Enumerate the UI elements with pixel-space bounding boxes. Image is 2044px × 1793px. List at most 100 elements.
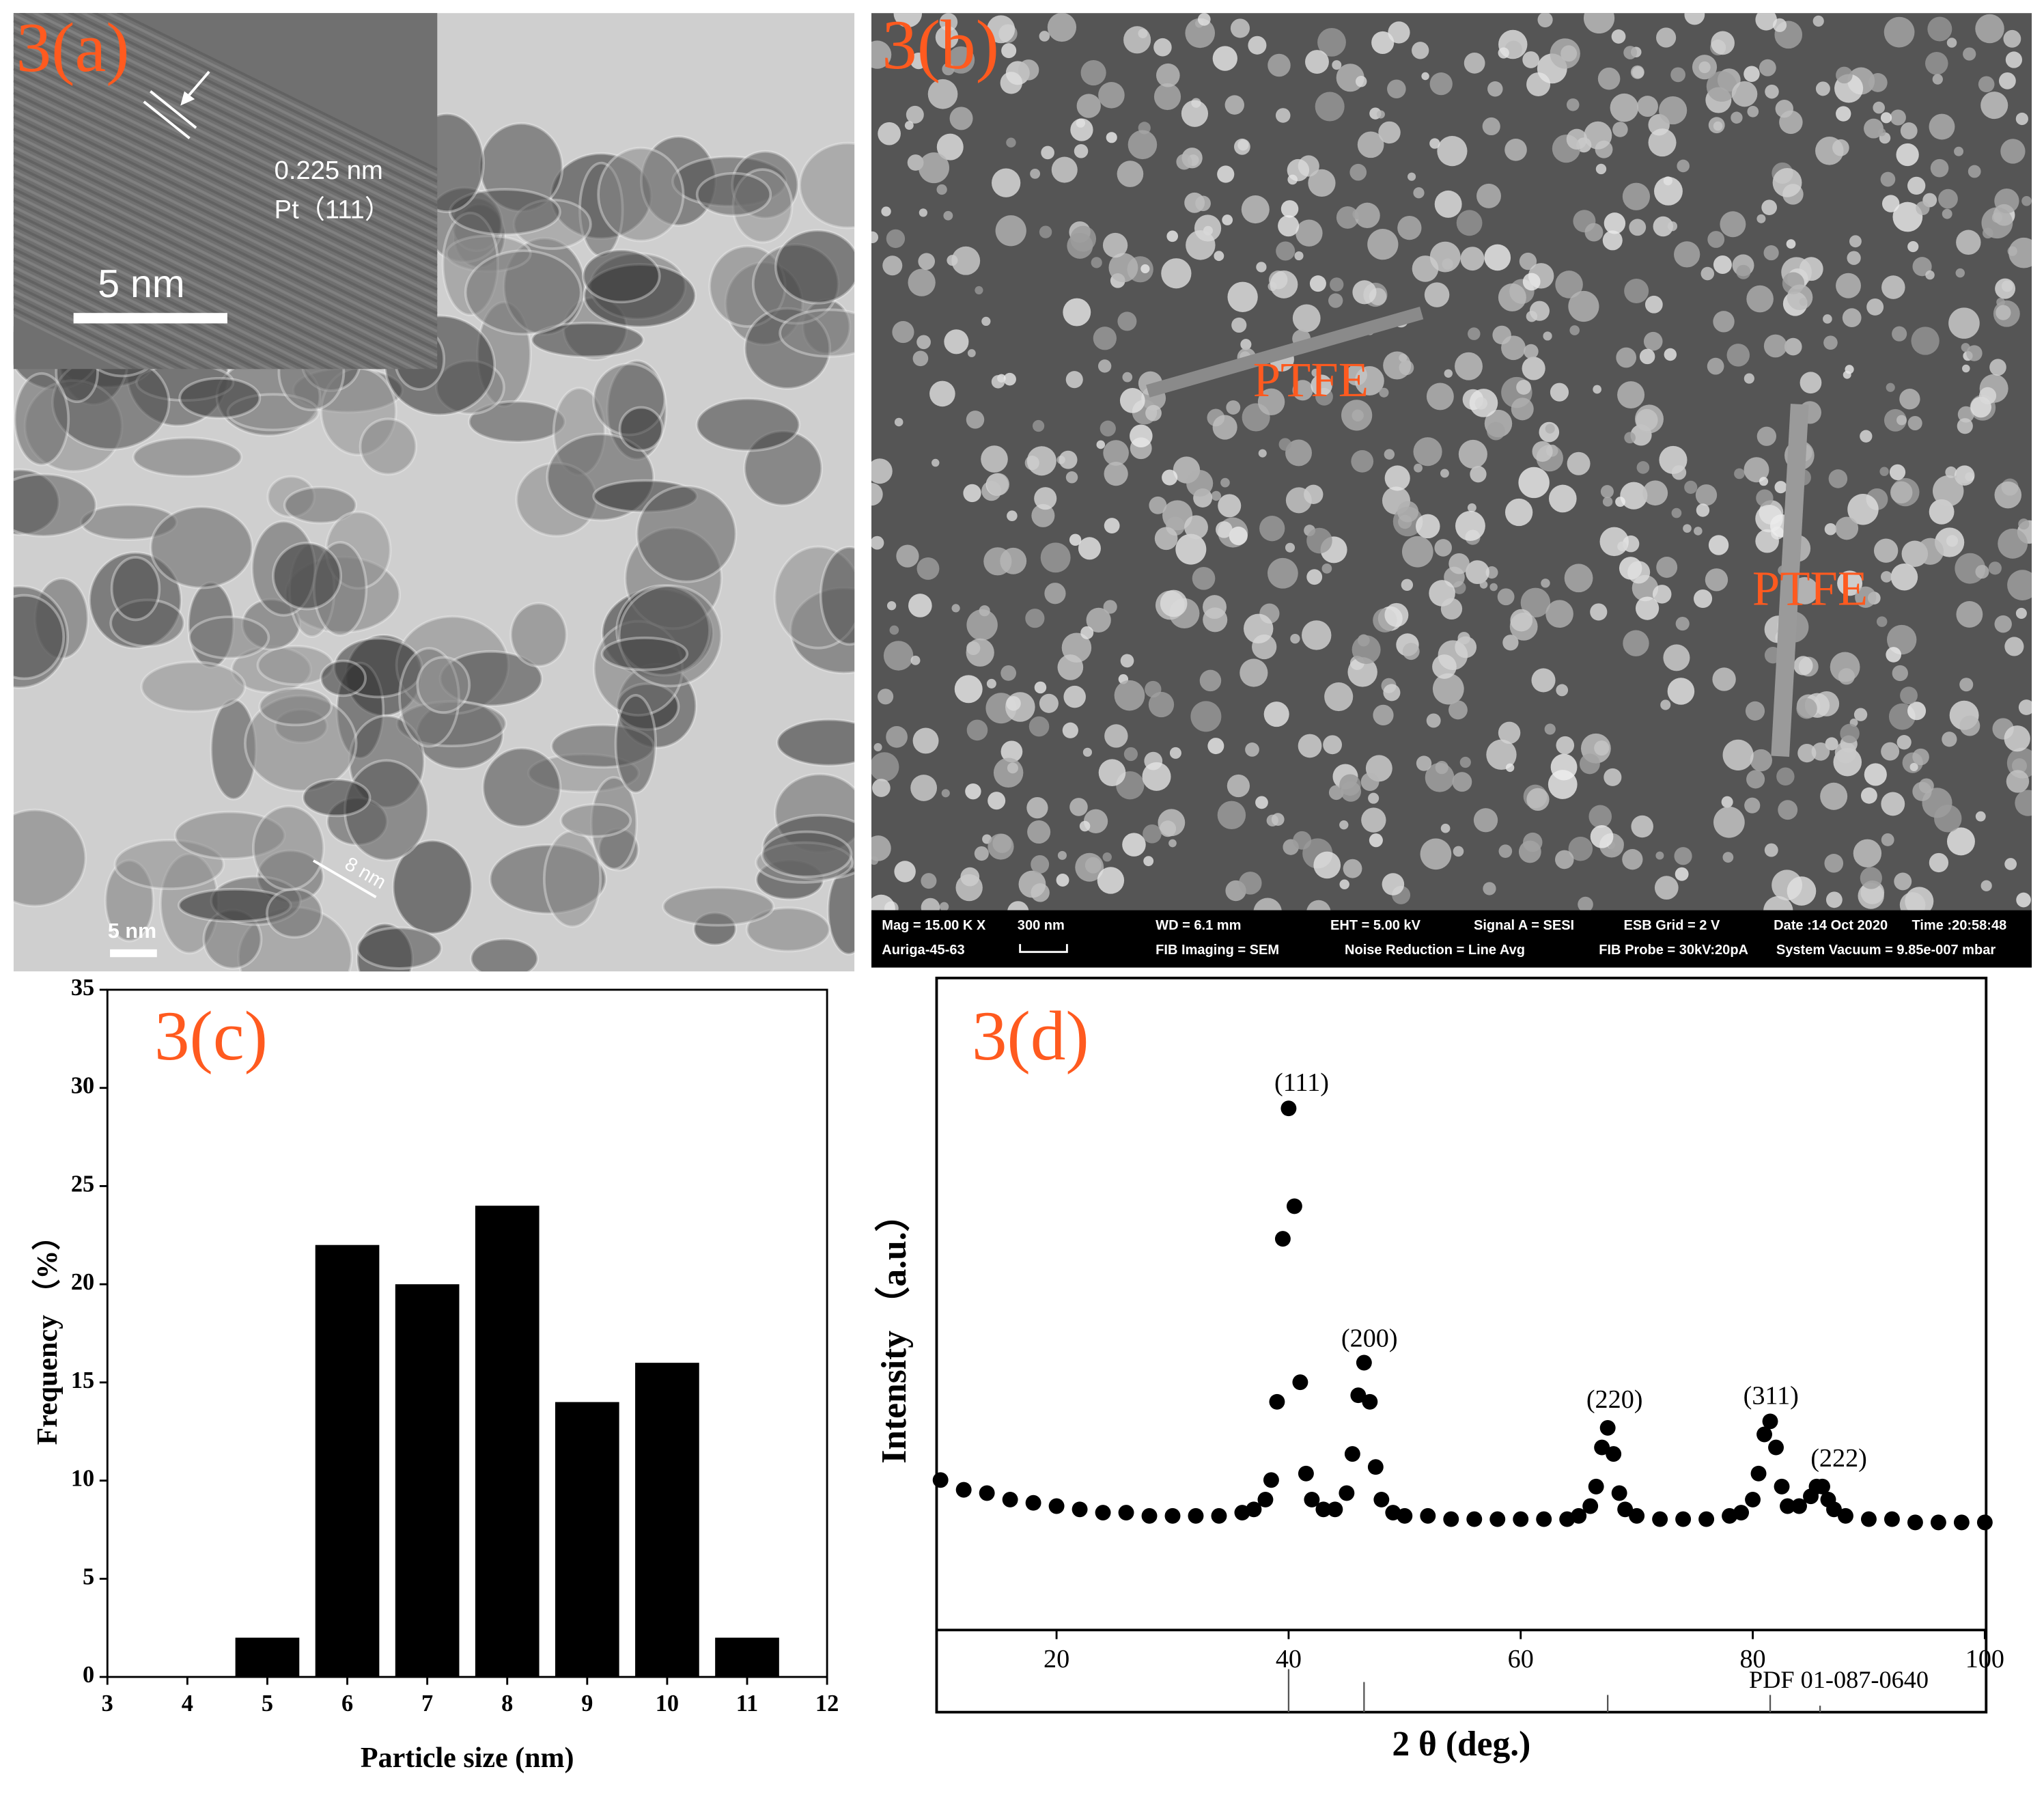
aggregate <box>1175 533 1207 565</box>
aggregate <box>1620 482 1648 510</box>
aggregate <box>1230 18 1250 38</box>
lattice-fringe <box>13 187 383 370</box>
lattice-fringe <box>13 301 152 370</box>
lattice-fringe <box>13 223 310 370</box>
aggregate <box>988 792 1006 810</box>
data-point <box>1188 1507 1204 1524</box>
aggregate <box>1858 882 1884 909</box>
aggregate <box>1357 131 1384 158</box>
aggregate <box>1298 734 1322 758</box>
aggregate <box>1667 221 1678 232</box>
lattice-fringe <box>13 43 438 255</box>
aggregate <box>966 638 994 667</box>
aggregate <box>1027 820 1051 844</box>
aggregate <box>944 329 969 355</box>
x-tick-label: 100 <box>1965 1645 2004 1673</box>
aggregate <box>1464 52 1485 74</box>
lattice-fringe <box>104 13 438 177</box>
aggregate <box>908 594 932 617</box>
aggregate <box>1522 357 1545 380</box>
aggregate <box>1030 168 1041 179</box>
y-tick-label: 10 <box>71 1466 94 1492</box>
lattice-fringe <box>13 157 438 369</box>
lattice-fringe <box>13 55 438 267</box>
aggregate <box>1982 227 1993 239</box>
aggregate <box>979 605 990 617</box>
data-point <box>1466 1511 1483 1527</box>
aggregate <box>1756 489 1774 507</box>
aggregate <box>1192 566 1216 590</box>
aggregate <box>1675 616 1690 631</box>
data-point <box>1582 1498 1599 1514</box>
aggregate <box>906 105 924 124</box>
aggregate <box>2000 139 2026 164</box>
aggregate <box>1675 867 1689 881</box>
aggregate <box>1504 139 1527 161</box>
aggregate <box>1169 747 1181 759</box>
aggregate <box>1880 112 1892 124</box>
particle <box>283 486 358 525</box>
data-point <box>1884 1511 1900 1527</box>
aggregate <box>1031 854 1050 874</box>
aggregate <box>1670 67 1685 83</box>
aggregate <box>1631 815 1653 838</box>
aggregate <box>1786 239 1796 249</box>
aggregate <box>1063 685 1086 708</box>
aggregate <box>912 350 929 367</box>
aggregate <box>1736 264 1751 279</box>
aggregate <box>1629 219 1647 236</box>
data-point <box>979 1485 995 1501</box>
data-point <box>1298 1465 1314 1482</box>
aggregate <box>1567 451 1591 475</box>
data-point <box>1513 1511 1529 1527</box>
aggregate <box>1426 713 1441 728</box>
aggregate <box>1957 418 1973 434</box>
data-point <box>1327 1501 1343 1518</box>
aggregate <box>1975 811 1986 822</box>
aggregate <box>1070 225 1097 252</box>
aggregate <box>1349 163 1367 181</box>
data-point <box>1048 1498 1065 1514</box>
aggregate <box>1401 579 1414 592</box>
aggregate <box>1212 415 1237 440</box>
x-tick-label: 40 <box>1276 1645 1302 1673</box>
aggregate <box>1240 658 1268 687</box>
particle <box>448 188 561 236</box>
aggregate <box>951 246 981 275</box>
aggregate <box>1694 527 1703 536</box>
aggregate <box>1000 740 1023 763</box>
aggregate <box>1550 38 1580 69</box>
scale-label: 5 nm <box>98 262 184 306</box>
aggregate <box>904 121 914 130</box>
aggregate <box>1354 202 1380 229</box>
particle <box>662 886 775 927</box>
lattice-fringe <box>13 290 176 370</box>
aggregate <box>1825 891 1843 908</box>
aggregate <box>1978 387 1997 404</box>
lattice-fringe <box>13 253 249 370</box>
aggregate <box>1532 441 1553 462</box>
aggregate <box>1890 481 1913 504</box>
aggregate <box>1734 468 1745 479</box>
size-marker <box>312 859 377 899</box>
aggregate <box>1153 83 1181 111</box>
lattice-fringe <box>13 265 225 370</box>
aggregate <box>1256 262 1267 273</box>
lattice-fringe <box>13 61 438 273</box>
aggregate <box>1797 744 1817 763</box>
aggregate <box>1835 516 1859 540</box>
aggregate <box>1306 900 1331 911</box>
aggregate <box>1227 774 1250 798</box>
aggregate <box>1025 609 1045 628</box>
aggregate <box>1075 852 1104 882</box>
aggregate <box>2007 570 2032 600</box>
aggregate <box>941 789 950 798</box>
data-point <box>1838 1507 1853 1524</box>
aggregate <box>1555 850 1574 870</box>
aggregate <box>1778 800 1798 820</box>
aggregate <box>1352 635 1381 665</box>
aggregate <box>1486 739 1517 770</box>
aggregate <box>1671 508 1682 518</box>
aggregate <box>1154 527 1178 551</box>
aggregate <box>1516 380 1531 395</box>
